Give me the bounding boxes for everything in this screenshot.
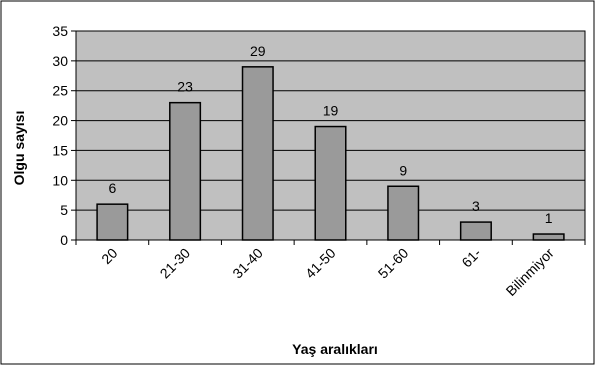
y-tick-label: 10 (52, 172, 68, 188)
data-label: 3 (472, 198, 480, 214)
x-axis-title: Yaş aralıkları (292, 341, 378, 357)
bars (96, 66, 565, 241)
y-tick-label: 20 (52, 113, 68, 129)
y-axis-title: Olgu sayısı (11, 111, 27, 186)
y-tick-label: 25 (52, 83, 68, 99)
bar (96, 203, 129, 241)
y-tick-label: 5 (60, 202, 68, 218)
bar (314, 125, 347, 241)
data-label: 1 (545, 210, 553, 226)
data-label: 23 (177, 79, 193, 95)
y-tick-label: 30 (52, 53, 68, 69)
bar (532, 233, 565, 241)
data-label: 9 (399, 162, 407, 178)
bar (169, 101, 202, 241)
data-label: 6 (108, 180, 116, 196)
y-tick-label: 0 (60, 232, 68, 248)
bar (387, 185, 420, 241)
bar (459, 221, 492, 241)
data-label: 19 (323, 103, 339, 119)
bar (241, 66, 274, 241)
y-tick-label: 35 (52, 23, 68, 39)
data-label: 29 (250, 43, 266, 59)
data-labels: 6 23 29 19 9 3 1 (108, 43, 552, 226)
y-tick-label: 15 (52, 142, 68, 158)
